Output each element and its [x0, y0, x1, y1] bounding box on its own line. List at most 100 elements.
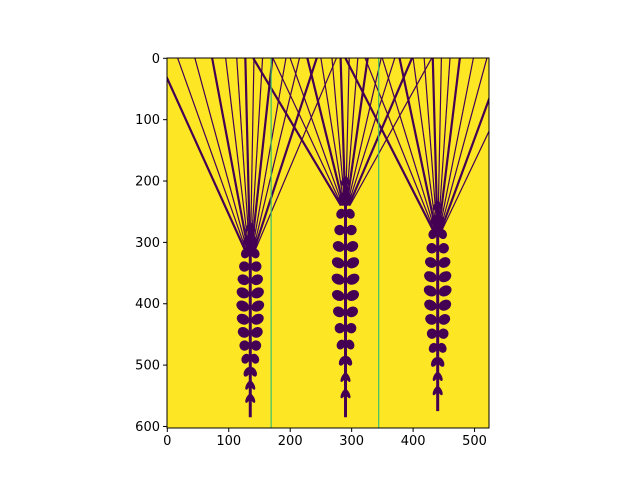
kernel — [333, 306, 345, 318]
kernel — [436, 385, 443, 396]
kernel — [436, 200, 443, 211]
awn-line — [249, 58, 255, 252]
awn-line — [289, 58, 344, 206]
x-tick-label: 0 — [163, 434, 171, 449]
kernel — [336, 208, 346, 219]
kernel — [345, 339, 355, 350]
kernel — [239, 340, 250, 351]
awn-line — [437, 58, 461, 231]
awn-line — [194, 58, 249, 252]
kernel — [249, 367, 257, 377]
kernel — [332, 290, 345, 302]
y-tick-label: 0 — [152, 52, 160, 67]
awn-line — [254, 58, 337, 252]
awn-line — [250, 58, 264, 252]
awn-line — [344, 58, 435, 231]
y-tick-label: 600 — [135, 420, 160, 435]
kernel — [344, 372, 351, 382]
axes: 0 100 200 300 400 500 0 100 200 300 400 500 600 — [135, 52, 490, 449]
kernel — [346, 323, 357, 334]
awn-line — [412, 58, 438, 231]
x-tick-label: 300 — [339, 434, 364, 449]
kernel — [251, 313, 264, 325]
awn-line — [349, 58, 433, 206]
kernel — [250, 248, 260, 259]
kernel — [334, 224, 345, 236]
kernel — [237, 274, 250, 286]
kernel — [438, 299, 452, 311]
awn-line — [167, 75, 247, 253]
kernel — [346, 273, 360, 285]
awn-line — [244, 58, 252, 252]
kernel — [250, 353, 260, 364]
kernel — [251, 274, 263, 286]
kernel — [430, 357, 439, 367]
kernel — [243, 235, 251, 245]
kernel — [243, 367, 251, 377]
kernel — [332, 241, 345, 252]
kernel — [251, 300, 265, 312]
kernel — [249, 380, 256, 390]
kernel — [346, 241, 359, 252]
kernel — [346, 257, 360, 269]
x-tick-label: 400 — [401, 434, 426, 449]
kernel — [334, 323, 345, 334]
awn-line — [364, 58, 435, 231]
kernel — [250, 340, 262, 351]
awn-line — [225, 58, 250, 252]
kernel — [430, 215, 438, 225]
kernel — [241, 353, 251, 364]
awn-line — [381, 58, 436, 231]
kernel — [424, 299, 437, 311]
kernel — [346, 306, 358, 318]
kernel — [346, 224, 357, 236]
y-tick-label: 300 — [135, 236, 160, 251]
image-plot — [167, 58, 489, 428]
awn-line — [398, 58, 437, 231]
kernel — [424, 257, 437, 268]
kernel — [345, 356, 353, 366]
awn-line — [441, 129, 489, 231]
awn-line — [438, 58, 474, 231]
y-tick-label: 100 — [135, 113, 160, 128]
kernel — [438, 314, 451, 325]
kernel — [428, 229, 438, 240]
kernel — [249, 393, 256, 403]
awn-line — [345, 58, 369, 206]
awn-line — [252, 58, 301, 252]
image-content — [167, 58, 489, 428]
y-tick-label: 400 — [135, 297, 160, 312]
kernel — [346, 290, 359, 302]
kernel — [426, 243, 438, 254]
kernel — [236, 300, 250, 312]
kernel — [331, 257, 345, 269]
awn-line — [251, 58, 287, 252]
kernel — [423, 285, 437, 297]
kernel — [344, 176, 351, 186]
kernel — [240, 248, 251, 259]
awn-line — [211, 58, 250, 252]
awn-line — [306, 58, 345, 206]
awn-line — [252, 58, 342, 207]
kernel — [338, 192, 346, 203]
kernel — [250, 261, 262, 272]
kernel — [251, 327, 263, 338]
kernel — [436, 371, 443, 381]
kernel — [344, 388, 351, 399]
kernel — [438, 285, 452, 297]
kernel — [426, 328, 438, 339]
kernel — [345, 208, 355, 219]
kernel — [437, 357, 445, 367]
kernel — [438, 243, 449, 254]
kernel — [438, 328, 449, 339]
kernel — [239, 261, 250, 272]
y-tick-label: 200 — [135, 175, 160, 190]
awn-line — [177, 58, 248, 252]
awn-line — [347, 58, 413, 207]
kernel — [336, 339, 346, 350]
awn-line — [423, 58, 438, 231]
kernel — [237, 327, 250, 338]
kernel — [437, 215, 445, 225]
awn-line — [320, 58, 345, 206]
